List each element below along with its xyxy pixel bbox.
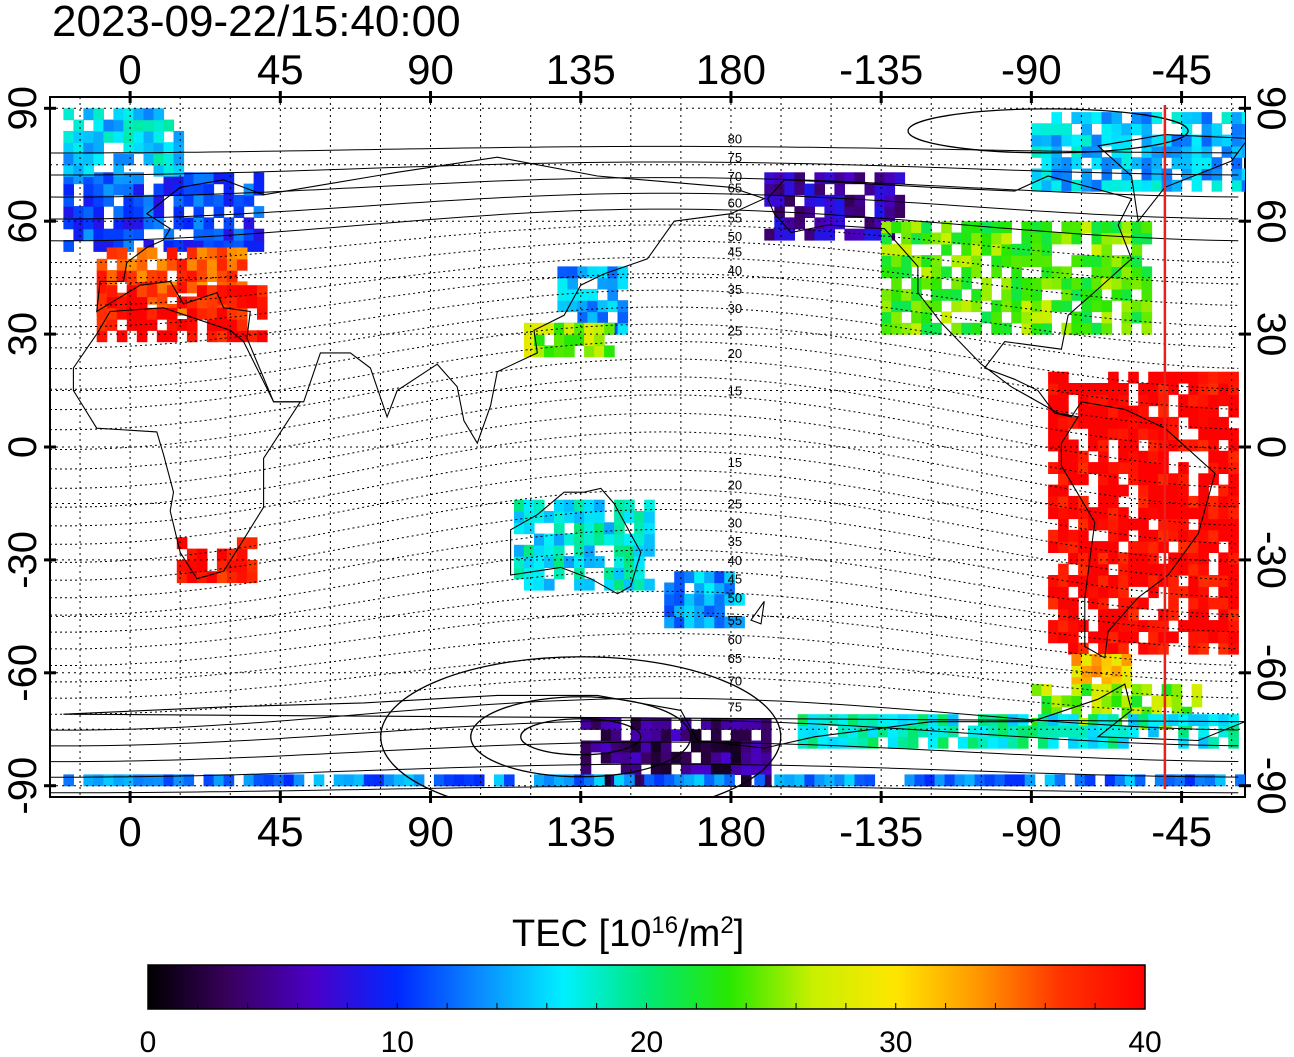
- lat-tick-label-right: 90: [1249, 86, 1293, 130]
- lat-tick-label-right: -90: [1249, 757, 1293, 815]
- lon-tick-label-top: 45: [257, 46, 304, 93]
- lon-tick-label-bottom: 135: [546, 808, 616, 855]
- magnetic-latitude-label: 40: [728, 553, 742, 568]
- magnetic-latitude-label: 50: [728, 591, 742, 606]
- magnetic-latitude-label: 25: [728, 496, 742, 511]
- colorbar-title-unit: /m: [678, 913, 720, 955]
- tec-region-north-america: [881, 221, 1153, 335]
- lat-tick-label-left: 30: [1, 312, 45, 357]
- magnetic-latitude-label: 45: [728, 572, 742, 587]
- lon-tick-label-bottom: -45: [1151, 808, 1212, 855]
- lat-tick-label-right: -60: [1249, 644, 1293, 702]
- magnetic-latitude-label: 35: [728, 534, 742, 549]
- lon-tick-label-top: -135: [839, 46, 923, 93]
- map-panel: 8075706560555045403530252015152025303540…: [44, 91, 1251, 803]
- lon-tick-label-top: 0: [118, 46, 141, 93]
- lon-tick-label-bottom: 90: [407, 808, 454, 855]
- magnetic-latitude-label: 15: [728, 455, 742, 470]
- colorbar-title-exponent: 16: [651, 912, 678, 939]
- lon-tick-label-top: 180: [696, 46, 766, 93]
- magnetic-latitude-label: 30: [728, 515, 742, 530]
- magnetic-latitude-label: 70: [728, 673, 742, 688]
- lon-tick-label-top: 135: [546, 46, 616, 93]
- tec-region-greenland-arctic: [63, 108, 185, 177]
- lat-tick-label-left: -90: [1, 757, 45, 815]
- colorbar-title-exponent-2: 2: [720, 912, 733, 939]
- tec-data-layer: [63, 108, 1245, 787]
- lat-tick-label-left: -30: [1, 531, 45, 589]
- magnetic-latitude-label: 15: [728, 384, 742, 399]
- magnetic-latitude-label: 55: [728, 210, 742, 225]
- graticule: [50, 97, 1245, 797]
- colorbar-tick-label: 30: [879, 1026, 912, 1057]
- magnetic-latitude-label: 50: [728, 229, 742, 244]
- magnetic-latitude-labels: 8075706560555045403530252015152025303540…: [728, 131, 742, 714]
- lat-tick-label-right: 30: [1249, 312, 1293, 357]
- tec-region-alaska: [764, 172, 906, 241]
- colorbar-title: TEC [1016/m2]: [512, 912, 744, 956]
- magnetic-latitude-label: 40: [728, 263, 742, 278]
- lat-tick-label-left: 90: [1, 86, 45, 130]
- tec-region-australia: [514, 499, 655, 591]
- tec-region-new-zealand: [664, 571, 745, 629]
- tec-region-patagonia: [1071, 654, 1133, 689]
- colorbar-title-main: TEC [10: [512, 913, 651, 955]
- tec-region-europe-north: [63, 172, 265, 252]
- colorbar-tick-label: 20: [630, 1026, 663, 1057]
- lon-tick-label-bottom: 45: [257, 808, 304, 855]
- magnetic-latitude-label: 60: [728, 195, 742, 210]
- colorbar-title-end: ]: [734, 913, 745, 955]
- magnetic-latitude-label: 75: [728, 150, 742, 165]
- lon-tick-label-top: -90: [1001, 46, 1062, 93]
- lat-tick-label-right: 60: [1249, 199, 1293, 244]
- magnetic-latitude-label: 25: [728, 323, 742, 338]
- colorbar-tick-label: 10: [381, 1026, 414, 1057]
- magnetic-latitude-label: 65: [728, 651, 742, 666]
- magnetic-latitude-label: 75: [728, 700, 742, 715]
- frame-ticks: [44, 91, 1251, 803]
- tec-region-south-america: [1048, 371, 1239, 655]
- magnetic-latitude-label: 65: [728, 180, 742, 195]
- magnetic-latitude-label: 20: [728, 478, 742, 493]
- magnetic-latitude-label: 55: [728, 613, 742, 628]
- lon-tick-label-top: -45: [1151, 46, 1212, 93]
- lon-tick-label-bottom: -135: [839, 808, 923, 855]
- magnetic-latitude-label: 70: [728, 169, 742, 184]
- lat-tick-label-left: -60: [1, 644, 45, 702]
- tec-region-antarctica-edge: [63, 774, 1245, 787]
- lat-tick-label-right: -30: [1249, 531, 1293, 589]
- magnetic-latitude-label: 20: [728, 346, 742, 361]
- lat-tick-label-left: 60: [1, 199, 45, 244]
- colorbar: [147, 964, 1146, 1010]
- axis-labels: 0045459090135135180180-135-135-90-90-45-…: [1, 46, 1293, 855]
- coastlines: [63, 134, 1245, 749]
- magnetic-contours: [50, 108, 1239, 797]
- lon-tick-label-top: 90: [407, 46, 454, 93]
- colorbar-tick-label: 40: [1128, 1026, 1161, 1057]
- magnetic-latitude-label: 45: [728, 244, 742, 259]
- magnetic-latitude-label: 60: [728, 632, 742, 647]
- timestamp-label: 2023-09-22/15:40:00: [52, 0, 461, 46]
- lon-tick-label-bottom: -90: [1001, 808, 1062, 855]
- tec-region-east-asia: [524, 322, 615, 358]
- colorbar-ticks: 0 10 20 30 40: [140, 1003, 1162, 1057]
- magnetic-latitude-label: 30: [728, 301, 742, 316]
- lat-tick-label-left: 0: [1, 436, 45, 458]
- magnetic-latitude-label: 35: [728, 282, 742, 297]
- lon-tick-label-bottom: 180: [696, 808, 766, 855]
- magnetic-latitude-label: 80: [728, 131, 742, 146]
- colorbar-tick-label: 0: [140, 1026, 157, 1057]
- lat-tick-label-right: 0: [1249, 436, 1293, 458]
- lon-tick-label-bottom: 0: [118, 808, 141, 855]
